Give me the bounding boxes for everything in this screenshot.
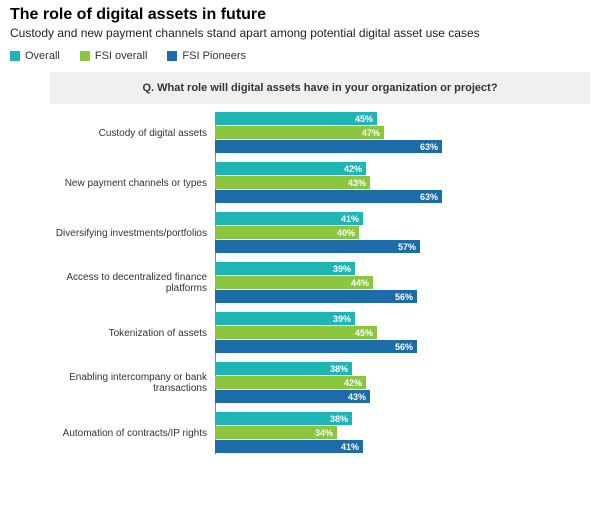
bar-stack: 45% 47% 63% — [215, 112, 590, 154]
bar: 34% — [215, 426, 337, 439]
bar-value-label: 41% — [341, 442, 359, 452]
bar-value-label: 63% — [420, 192, 438, 202]
bar-value-label: 41% — [341, 214, 359, 224]
bar: 39% — [215, 312, 355, 325]
bar: 38% — [215, 362, 352, 375]
bar-row: 63% — [215, 140, 590, 153]
bar-stack: 41% 40% 57% — [215, 212, 590, 254]
bar-stack: 38% 34% 41% — [215, 412, 590, 454]
bar: 41% — [215, 440, 363, 453]
legend-item: FSI overall — [80, 50, 148, 62]
bar-value-label: 42% — [344, 164, 362, 174]
bar: 45% — [215, 326, 377, 339]
bar-value-label: 39% — [333, 314, 351, 324]
bar-value-label: 56% — [395, 292, 413, 302]
page-subtitle: Custody and new payment channels stand a… — [10, 26, 590, 40]
bar-row: 47% — [215, 126, 590, 139]
bar: 38% — [215, 412, 352, 425]
bar-value-label: 38% — [330, 364, 348, 374]
bar: 43% — [215, 390, 370, 403]
legend-label: Overall — [25, 50, 60, 62]
bar: 44% — [215, 276, 373, 289]
bar-row: 34% — [215, 426, 590, 439]
bar-value-label: 40% — [337, 228, 355, 238]
bar-row: 38% — [215, 412, 590, 425]
category-label: Enabling intercompany or bank transactio… — [50, 372, 215, 394]
bar-row: 45% — [215, 326, 590, 339]
bar-value-label: 57% — [398, 242, 416, 252]
chart-group: Access to decentralized finance platform… — [50, 262, 590, 304]
legend: Overall FSI overall FSI Pioneers — [10, 50, 590, 62]
bar-row: 39% — [215, 262, 590, 275]
bar-row: 38% — [215, 362, 590, 375]
category-label: Diversifying investments/portfolios — [50, 228, 215, 239]
bar-value-label: 34% — [315, 428, 333, 438]
bar: 47% — [215, 126, 384, 139]
legend-item: FSI Pioneers — [167, 50, 246, 62]
bar-stack: 38% 42% 43% — [215, 362, 590, 404]
bar-stack: 42% 43% 63% — [215, 162, 590, 204]
category-label: New payment channels or types — [50, 178, 215, 189]
bar: 56% — [215, 340, 417, 353]
bar: 63% — [215, 140, 442, 153]
chart-group: Automation of contracts/IP rights 38% 34% 4… — [50, 412, 590, 454]
bar-row: 39% — [215, 312, 590, 325]
chart-group: Enabling intercompany or bank transactio… — [50, 362, 590, 404]
chart-area: Custody of digital assets45%47%63%New pa… — [50, 112, 590, 454]
legend-label: FSI overall — [95, 50, 148, 62]
bar: 43% — [215, 176, 370, 189]
category-label: Tokenization of assets — [50, 328, 215, 339]
chart-groups: Custody of digital assets45%47%63%New pa… — [50, 112, 590, 454]
bar-row: 42% — [215, 162, 590, 175]
bar-value-label: 63% — [420, 142, 438, 152]
legend-swatch — [10, 51, 20, 61]
bar-value-label: 44% — [351, 278, 369, 288]
bar-value-label: 38% — [330, 414, 348, 424]
bar-row: 63% — [215, 190, 590, 203]
category-label: Access to decentralized finance platform… — [50, 272, 215, 294]
bar-value-label: 42% — [344, 378, 362, 388]
bar-row: 42% — [215, 376, 590, 389]
bar-row: 56% — [215, 290, 590, 303]
bar: 40% — [215, 226, 359, 239]
bar-value-label: 43% — [348, 392, 366, 402]
bar-value-label: 43% — [348, 178, 366, 188]
bar: 39% — [215, 262, 355, 275]
legend-label: FSI Pioneers — [182, 50, 246, 62]
question-box: Q. What role will digital assets have in… — [50, 72, 590, 104]
category-label: Automation of contracts/IP rights — [50, 428, 215, 439]
bar-row: 41% — [215, 212, 590, 225]
chart-group: Diversifying investments/portfolios 41% 40… — [50, 212, 590, 254]
bar-row: 43% — [215, 176, 590, 189]
bar: 45% — [215, 112, 377, 125]
bar-stack: 39% 45% 56% — [215, 312, 590, 354]
bar-row: 40% — [215, 226, 590, 239]
chart-group: New payment channels or types 42% 43% 63% — [50, 162, 590, 204]
bar-value-label: 45% — [355, 114, 373, 124]
bar-row: 45% — [215, 112, 590, 125]
chart-group: Tokenization of assets 39% 45% 56% — [50, 312, 590, 354]
bar: 41% — [215, 212, 363, 225]
page-title: The role of digital assets in future — [10, 6, 590, 24]
bar-value-label: 47% — [362, 128, 380, 138]
chart-group: Custody of digital assets 45% 47% 63% — [50, 112, 590, 154]
bar-row: 56% — [215, 340, 590, 353]
bar-value-label: 45% — [355, 328, 373, 338]
bar-row: 44% — [215, 276, 590, 289]
bar-value-label: 39% — [333, 264, 351, 274]
legend-swatch — [80, 51, 90, 61]
bar-row: 43% — [215, 390, 590, 403]
bar: 42% — [215, 162, 366, 175]
bar-value-label: 56% — [395, 342, 413, 352]
bar: 42% — [215, 376, 366, 389]
legend-item: Overall — [10, 50, 60, 62]
bar: 63% — [215, 190, 442, 203]
category-label: Custody of digital assets — [50, 128, 215, 139]
bar: 57% — [215, 240, 420, 253]
bar-row: 41% — [215, 440, 590, 453]
bar-stack: 39%44% 56% — [215, 262, 590, 304]
legend-swatch — [167, 51, 177, 61]
bar-row: 57% — [215, 240, 590, 253]
bar: 56% — [215, 290, 417, 303]
